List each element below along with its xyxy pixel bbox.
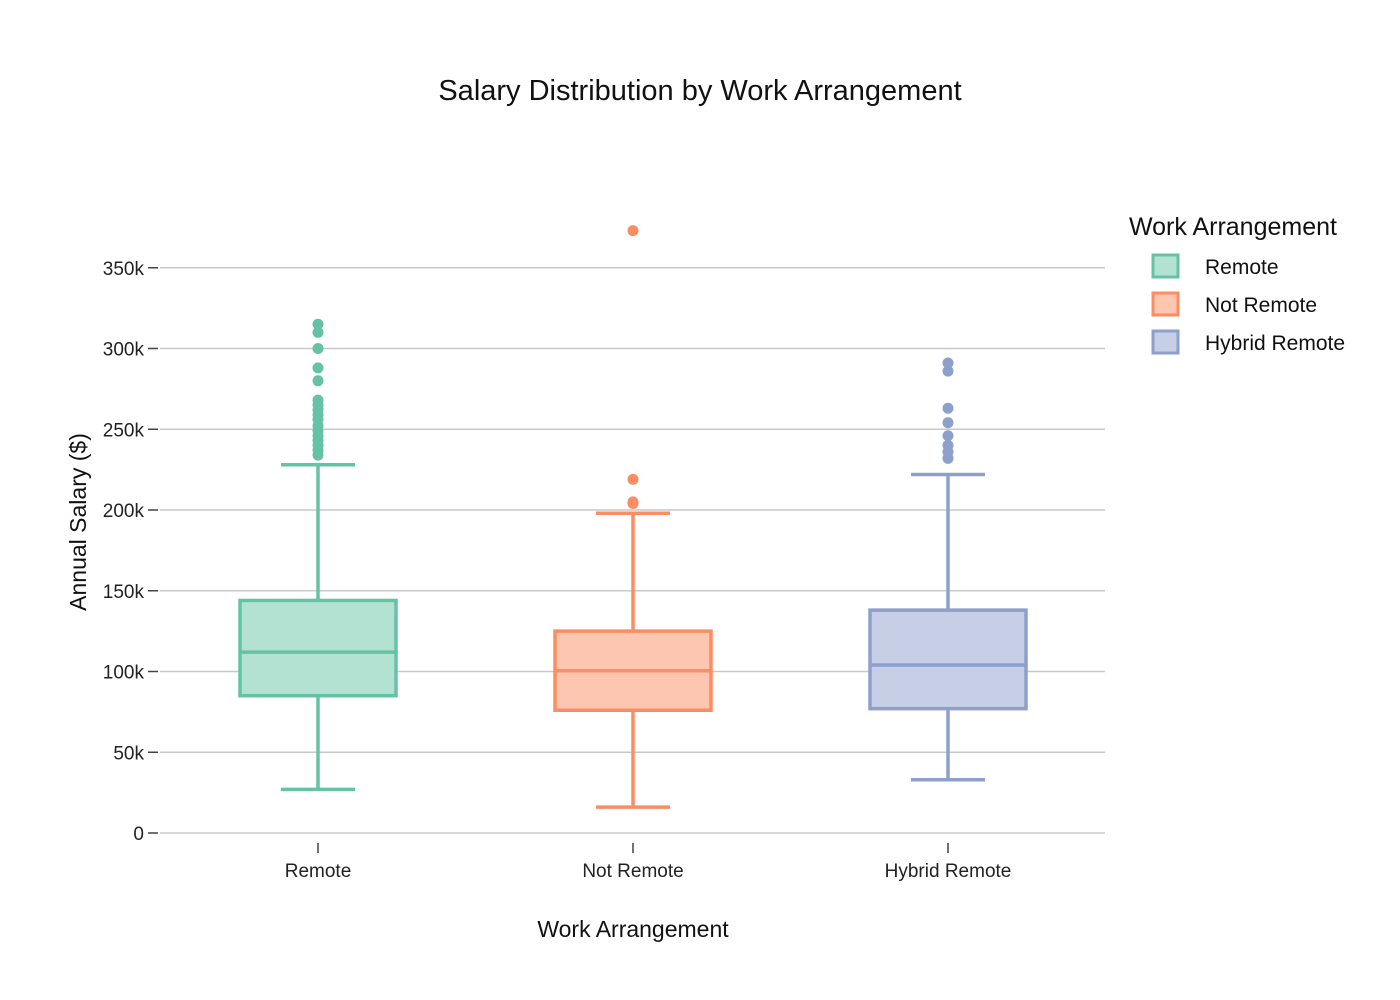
chart-title: Salary Distribution by Work Arrangement <box>438 75 961 107</box>
x-tick-label: Remote <box>285 861 352 882</box>
y-axis: 0 50k 100k 150k 200k 250k 300k 350k <box>103 259 158 845</box>
legend-label: Remote <box>1205 256 1279 279</box>
legend-item-not-remote: Not Remote <box>1151 291 1317 317</box>
outlier-point <box>942 417 954 429</box>
x-tick-label: Hybrid Remote <box>885 861 1012 882</box>
box-hybrid-remote <box>868 357 1028 782</box>
y-tick-label: 250k <box>103 420 145 441</box>
legend-title: Work Arrangement <box>1129 213 1337 241</box>
outlier-point <box>942 357 954 369</box>
legend-swatch <box>1151 253 1180 279</box>
y-tick-label: 150k <box>103 582 145 603</box>
outlier-point <box>312 343 324 354</box>
outlier-point <box>312 362 324 374</box>
legend-swatch <box>1151 291 1180 317</box>
outlier-point <box>942 365 954 377</box>
y-tick-label: 0 <box>133 824 144 845</box>
iqr-box <box>238 598 398 698</box>
outlier-point <box>627 496 639 508</box>
outlier-point <box>312 394 324 406</box>
legend-label: Not Remote <box>1205 294 1317 317</box>
legend-item-remote: Remote <box>1151 253 1279 279</box>
legend-label: Hybrid Remote <box>1205 332 1345 355</box>
y-tick-label: 200k <box>103 501 145 522</box>
outlier-point <box>627 225 639 237</box>
outlier-point <box>942 439 954 451</box>
x-axis: Remote Not Remote Hybrid Remote <box>285 843 1012 882</box>
outlier-point <box>942 402 954 414</box>
outlier-point <box>312 375 324 387</box>
legend: Work Arrangement Remote Not Remote Hybrid … <box>1129 213 1345 355</box>
legend-swatch <box>1151 329 1180 355</box>
plot-area <box>238 225 1028 809</box>
y-tick-label: 50k <box>113 743 144 764</box>
y-tick-label: 100k <box>103 663 145 684</box>
outlier-point <box>312 326 324 338</box>
outlier-point <box>942 430 954 442</box>
outlier-point <box>627 473 639 485</box>
y-axis-title: Annual Salary ($) <box>65 433 91 611</box>
box-remote <box>238 318 398 792</box>
iqr-box <box>868 608 1028 711</box>
legend-item-hybrid-remote: Hybrid Remote <box>1151 329 1345 355</box>
x-tick-label: Not Remote <box>582 861 683 882</box>
box-not-remote <box>553 225 713 809</box>
y-tick-label: 300k <box>103 340 145 361</box>
outlier-point <box>312 318 324 330</box>
x-axis-title: Work Arrangement <box>537 916 729 942</box>
y-tick-label: 350k <box>103 259 145 280</box>
